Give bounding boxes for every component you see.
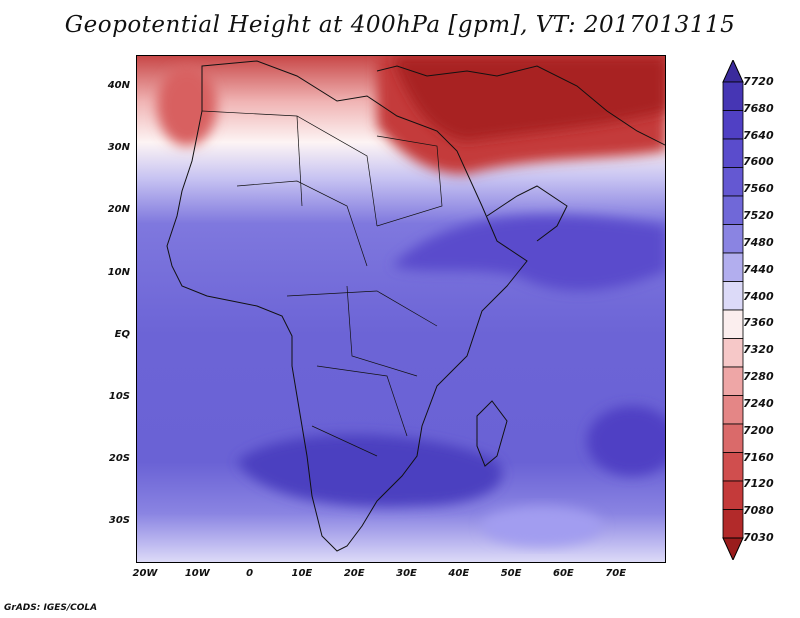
- colorbar-level-label: 7720: [743, 75, 774, 88]
- colorbar-swatch: [722, 366, 744, 396]
- lon-tick-label: 10E: [291, 568, 313, 579]
- colorbar-level-label: 7280: [743, 370, 774, 384]
- colorbar-level-label: 7640: [743, 128, 774, 142]
- colorbar-min-arrow: [722, 537, 744, 560]
- geopotential-map: [137, 56, 665, 562]
- colorbar-swatch: [722, 252, 744, 282]
- colorbar-swatch: [722, 423, 744, 453]
- lon-tick-label: 10W: [184, 568, 210, 579]
- colorbar-level-label: 7440: [743, 262, 774, 276]
- colorbar-level-label: 7480: [743, 235, 774, 249]
- southern-trough: [482, 506, 602, 546]
- colorbar-swatch: [722, 480, 744, 510]
- colorbar: [722, 60, 744, 560]
- lon-tick-label: 20E: [343, 568, 365, 579]
- west-red-pocket: [157, 66, 217, 146]
- southern-ridge-indian-ocean: [587, 406, 665, 476]
- colorbar-swatch: [722, 138, 744, 168]
- colorbar-level-label: 7080: [743, 504, 774, 518]
- colorbar-level-label: 7120: [743, 477, 774, 491]
- colorbar-level-label: 7680: [743, 101, 774, 115]
- lon-tick-label: 30E: [396, 568, 417, 579]
- colorbar-swatch: [722, 309, 744, 339]
- colorbar-swatch: [722, 338, 744, 368]
- northern-ridge: [392, 215, 665, 291]
- colorbar-level-label: 7400: [743, 289, 774, 303]
- colorbar-swatch: [722, 195, 744, 225]
- lon-tick-label: 40E: [448, 568, 470, 579]
- lat-tick-label: 10N: [107, 266, 130, 278]
- colorbar-swatch: [722, 452, 744, 482]
- lat-tick-label: 40N: [107, 80, 130, 91]
- lat-tick-label: 30S: [108, 515, 130, 527]
- lat-tick-label: 10S: [108, 391, 130, 402]
- colorbar-level-label: 7240: [743, 396, 774, 410]
- lon-tick-label: 0: [246, 568, 254, 579]
- colorbar-level-label: 7600: [743, 155, 774, 169]
- colorbar-swatch: [722, 224, 744, 254]
- country-borders: [201, 110, 443, 457]
- colorbar-level-label: 7320: [743, 343, 774, 357]
- map-title: Geopotential Height at 400hPa [gpm], VT:…: [64, 12, 736, 38]
- lat-tick-label: 20S: [108, 453, 130, 465]
- lon-tick-label: 50E: [500, 568, 522, 579]
- lat-tick-label: 20N: [107, 204, 130, 216]
- colorbar-level-label: 7560: [743, 182, 774, 196]
- grads-credit: GrADS: IGES/COLA: [4, 603, 98, 613]
- colorbar-swatch: [722, 281, 744, 311]
- colorbar-swatch: [722, 81, 744, 111]
- colorbar-level-label: 7360: [743, 316, 774, 330]
- colorbar-level-label: 7030: [743, 531, 774, 544]
- colorbar-level-label: 7200: [743, 423, 774, 437]
- colorbar-swatch: [722, 110, 744, 140]
- lon-tick-label: 20W: [132, 568, 158, 579]
- southern-ridge-africa: [237, 434, 503, 507]
- colorbar-level-label: 7160: [743, 450, 774, 464]
- lon-tick-label: 60E: [553, 568, 574, 579]
- colorbar-swatch: [722, 167, 744, 197]
- colorbar-level-label: 7520: [743, 209, 774, 223]
- deep-red-core: [392, 56, 665, 141]
- colorbar-swatch: [722, 509, 744, 539]
- map-panel: [136, 55, 666, 563]
- lat-tick-label: EQ: [114, 328, 130, 340]
- colorbar-max-arrow: [722, 60, 744, 83]
- lon-tick-label: 70E: [605, 568, 627, 579]
- lat-tick-label: 30N: [107, 142, 130, 154]
- colorbar-swatch: [722, 395, 744, 425]
- coastlines: [166, 60, 665, 552]
